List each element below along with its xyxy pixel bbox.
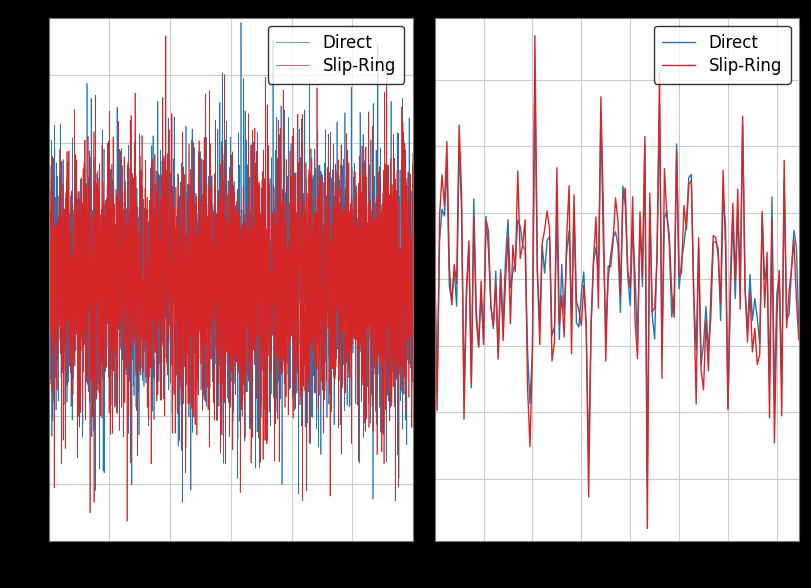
Slip-Ring bbox=[183, 364, 193, 371]
Direct bbox=[85, 373, 95, 380]
Slip-Ring bbox=[736, 306, 745, 313]
Slip-Ring bbox=[161, 32, 170, 39]
Line: Slip-Ring: Slip-Ring bbox=[435, 36, 799, 529]
Slip-Ring bbox=[401, 409, 410, 416]
Line: Direct: Direct bbox=[435, 75, 799, 487]
Direct bbox=[408, 265, 418, 272]
Slip-Ring bbox=[362, 173, 371, 181]
Direct bbox=[183, 283, 193, 290]
Slip-Ring bbox=[44, 158, 54, 165]
Slip-Ring bbox=[552, 164, 562, 171]
Legend: Direct, Slip-Ring: Direct, Slip-Ring bbox=[654, 26, 791, 83]
Slip-Ring bbox=[577, 322, 586, 329]
Line: Direct: Direct bbox=[49, 23, 413, 502]
Direct bbox=[637, 283, 647, 290]
Legend: Direct, Slip-Ring: Direct, Slip-Ring bbox=[268, 26, 405, 83]
Direct bbox=[362, 363, 371, 370]
Slip-Ring bbox=[642, 525, 652, 532]
Slip-Ring bbox=[530, 32, 540, 39]
Direct bbox=[178, 499, 187, 506]
Direct bbox=[736, 274, 745, 281]
Direct bbox=[401, 258, 410, 265]
Slip-Ring bbox=[408, 150, 418, 157]
Slip-Ring bbox=[200, 268, 209, 275]
Direct bbox=[686, 171, 696, 178]
Slip-Ring bbox=[623, 266, 633, 273]
Slip-Ring bbox=[430, 253, 440, 260]
Direct bbox=[577, 290, 586, 297]
Slip-Ring bbox=[686, 177, 696, 184]
Slip-Ring bbox=[122, 517, 132, 524]
Direct bbox=[623, 273, 633, 280]
Direct bbox=[794, 326, 804, 333]
Slip-Ring bbox=[637, 273, 647, 280]
Slip-Ring bbox=[107, 345, 117, 352]
Direct bbox=[236, 19, 246, 26]
Slip-Ring bbox=[794, 336, 804, 343]
Direct bbox=[642, 483, 652, 490]
Direct bbox=[552, 208, 562, 215]
Direct bbox=[430, 259, 440, 266]
Direct bbox=[530, 72, 540, 79]
Direct bbox=[107, 364, 117, 371]
Slip-Ring bbox=[85, 329, 95, 336]
Direct bbox=[200, 196, 209, 203]
Direct bbox=[44, 160, 54, 167]
Line: Slip-Ring: Slip-Ring bbox=[49, 36, 413, 521]
